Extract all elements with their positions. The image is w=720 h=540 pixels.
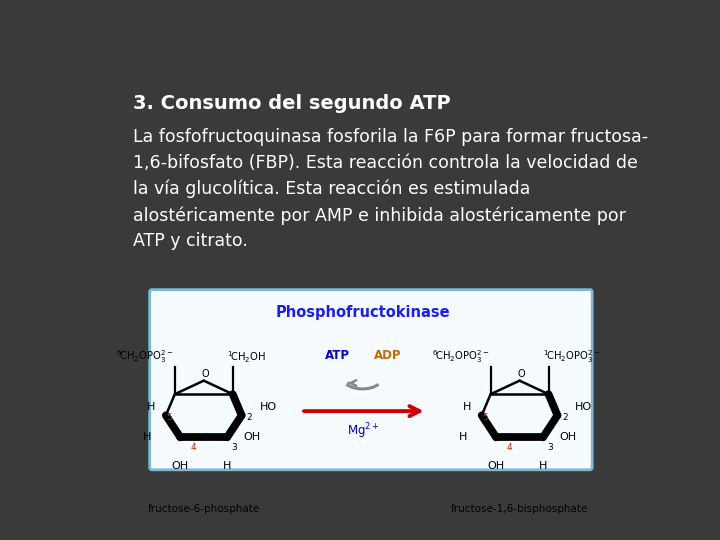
- Text: OH: OH: [559, 433, 577, 442]
- Text: 3. Consumo del segundo ATP: 3. Consumo del segundo ATP: [132, 94, 450, 113]
- Text: H: H: [147, 402, 155, 412]
- Text: H: H: [539, 461, 547, 471]
- Text: 3: 3: [232, 443, 238, 451]
- Text: $^1\!$CH$_2$OH: $^1\!$CH$_2$OH: [227, 350, 266, 366]
- Text: HO: HO: [575, 402, 593, 412]
- Text: 4: 4: [507, 443, 513, 451]
- Text: H: H: [223, 461, 231, 471]
- Text: OH: OH: [172, 461, 189, 471]
- Text: fructose-6-phosphate: fructose-6-phosphate: [148, 504, 260, 514]
- Text: O: O: [518, 369, 525, 379]
- Text: $^6\!$CH$_2$OPO$_3^{2-}$: $^6\!$CH$_2$OPO$_3^{2-}$: [431, 349, 489, 366]
- Text: 5: 5: [166, 413, 172, 422]
- Text: OH: OH: [244, 433, 261, 442]
- Text: $^6\!$CH$_2$OPO$_3^{2-}$: $^6\!$CH$_2$OPO$_3^{2-}$: [116, 349, 174, 366]
- Text: HO: HO: [259, 402, 276, 412]
- Text: 2: 2: [562, 413, 568, 422]
- Text: 5: 5: [482, 413, 488, 422]
- Text: H: H: [143, 433, 151, 442]
- Text: H: H: [459, 433, 467, 442]
- FancyBboxPatch shape: [150, 289, 593, 470]
- Text: OH: OH: [487, 461, 505, 471]
- Text: Mg$^{2+}$: Mg$^{2+}$: [347, 421, 380, 441]
- Text: H: H: [462, 402, 471, 412]
- Text: 4: 4: [191, 443, 197, 451]
- Text: fructose-1,6-bisphosphate: fructose-1,6-bisphosphate: [451, 504, 588, 514]
- Text: 2: 2: [247, 413, 252, 422]
- Text: $^1\!$CH$_2$OPO$_3^{2-}$: $^1\!$CH$_2$OPO$_3^{2-}$: [543, 349, 600, 366]
- Text: O: O: [202, 369, 210, 379]
- Text: 3: 3: [547, 443, 553, 451]
- Text: La fosfofructoquinasa fosforila la F6P para formar fructosa-
1,6-bifosfato (FBP): La fosfofructoquinasa fosforila la F6P p…: [132, 128, 648, 251]
- Text: ADP: ADP: [374, 349, 401, 362]
- Text: ATP: ATP: [325, 349, 350, 362]
- Text: Phosphofructokinase: Phosphofructokinase: [275, 305, 450, 320]
